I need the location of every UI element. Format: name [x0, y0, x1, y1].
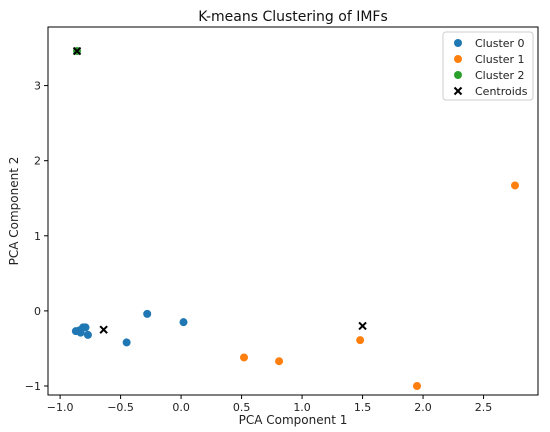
legend-label-cluster-2: Cluster 2 — [475, 69, 525, 82]
y-tick-label: 3 — [34, 80, 41, 93]
x-tick-label: 2.0 — [414, 401, 432, 414]
y-tick-label: −1 — [25, 380, 41, 393]
legend: Cluster 0 Cluster 1 Cluster 2 Centroids — [442, 31, 534, 101]
cluster-1-point — [240, 353, 248, 362]
legend-marker-centroids — [453, 86, 463, 96]
cluster-0-point — [143, 309, 152, 318]
x-tick-label: −1.0 — [47, 401, 74, 414]
x-tick-label: 2.5 — [475, 401, 493, 414]
cluster-1-point — [275, 357, 284, 366]
x-tick-label: 1.5 — [354, 401, 372, 414]
cluster-0-point — [81, 323, 90, 332]
centroids-point — [358, 321, 367, 331]
y-tick-label: 1 — [34, 230, 41, 243]
y-axis-label: PCA Component 2 — [7, 157, 21, 266]
legend-marker-cluster-0 — [454, 39, 462, 47]
legend-marker-cluster-1 — [454, 55, 462, 63]
x-axis: −1.0 −0.5 0.0 0.5 1.0 1.5 2.0 2.5 — [47, 395, 493, 414]
y-axis: −1 0 1 2 3 — [25, 80, 48, 393]
x-axis-label: PCA Component 1 — [239, 413, 348, 427]
legend-marker-cluster-2 — [454, 71, 462, 79]
data-points — [71, 46, 520, 390]
cluster-0-point — [122, 338, 131, 347]
x-tick-label: 0.0 — [172, 401, 190, 414]
y-tick-label: 2 — [34, 155, 41, 168]
legend-label-cluster-0: Cluster 0 — [475, 37, 525, 50]
cluster-1-point — [511, 181, 520, 190]
x-tick-label: −0.5 — [107, 401, 134, 414]
legend-label-cluster-1: Cluster 1 — [475, 53, 525, 66]
legend-label-centroids: Centroids — [475, 85, 528, 98]
chart-title: K-means Clustering of IMFs — [198, 9, 388, 25]
y-tick-label: 0 — [34, 305, 41, 318]
cluster-1-point — [413, 381, 422, 390]
centroids-point — [72, 46, 82, 56]
legend-box — [442, 31, 534, 101]
x-tick-label: 1.0 — [293, 401, 311, 414]
cluster-0-point — [83, 330, 92, 339]
centroids-point — [99, 325, 108, 334]
cluster-1-point — [356, 336, 365, 345]
x-tick-label: 0.5 — [233, 401, 251, 414]
cluster-0-point — [179, 318, 188, 327]
